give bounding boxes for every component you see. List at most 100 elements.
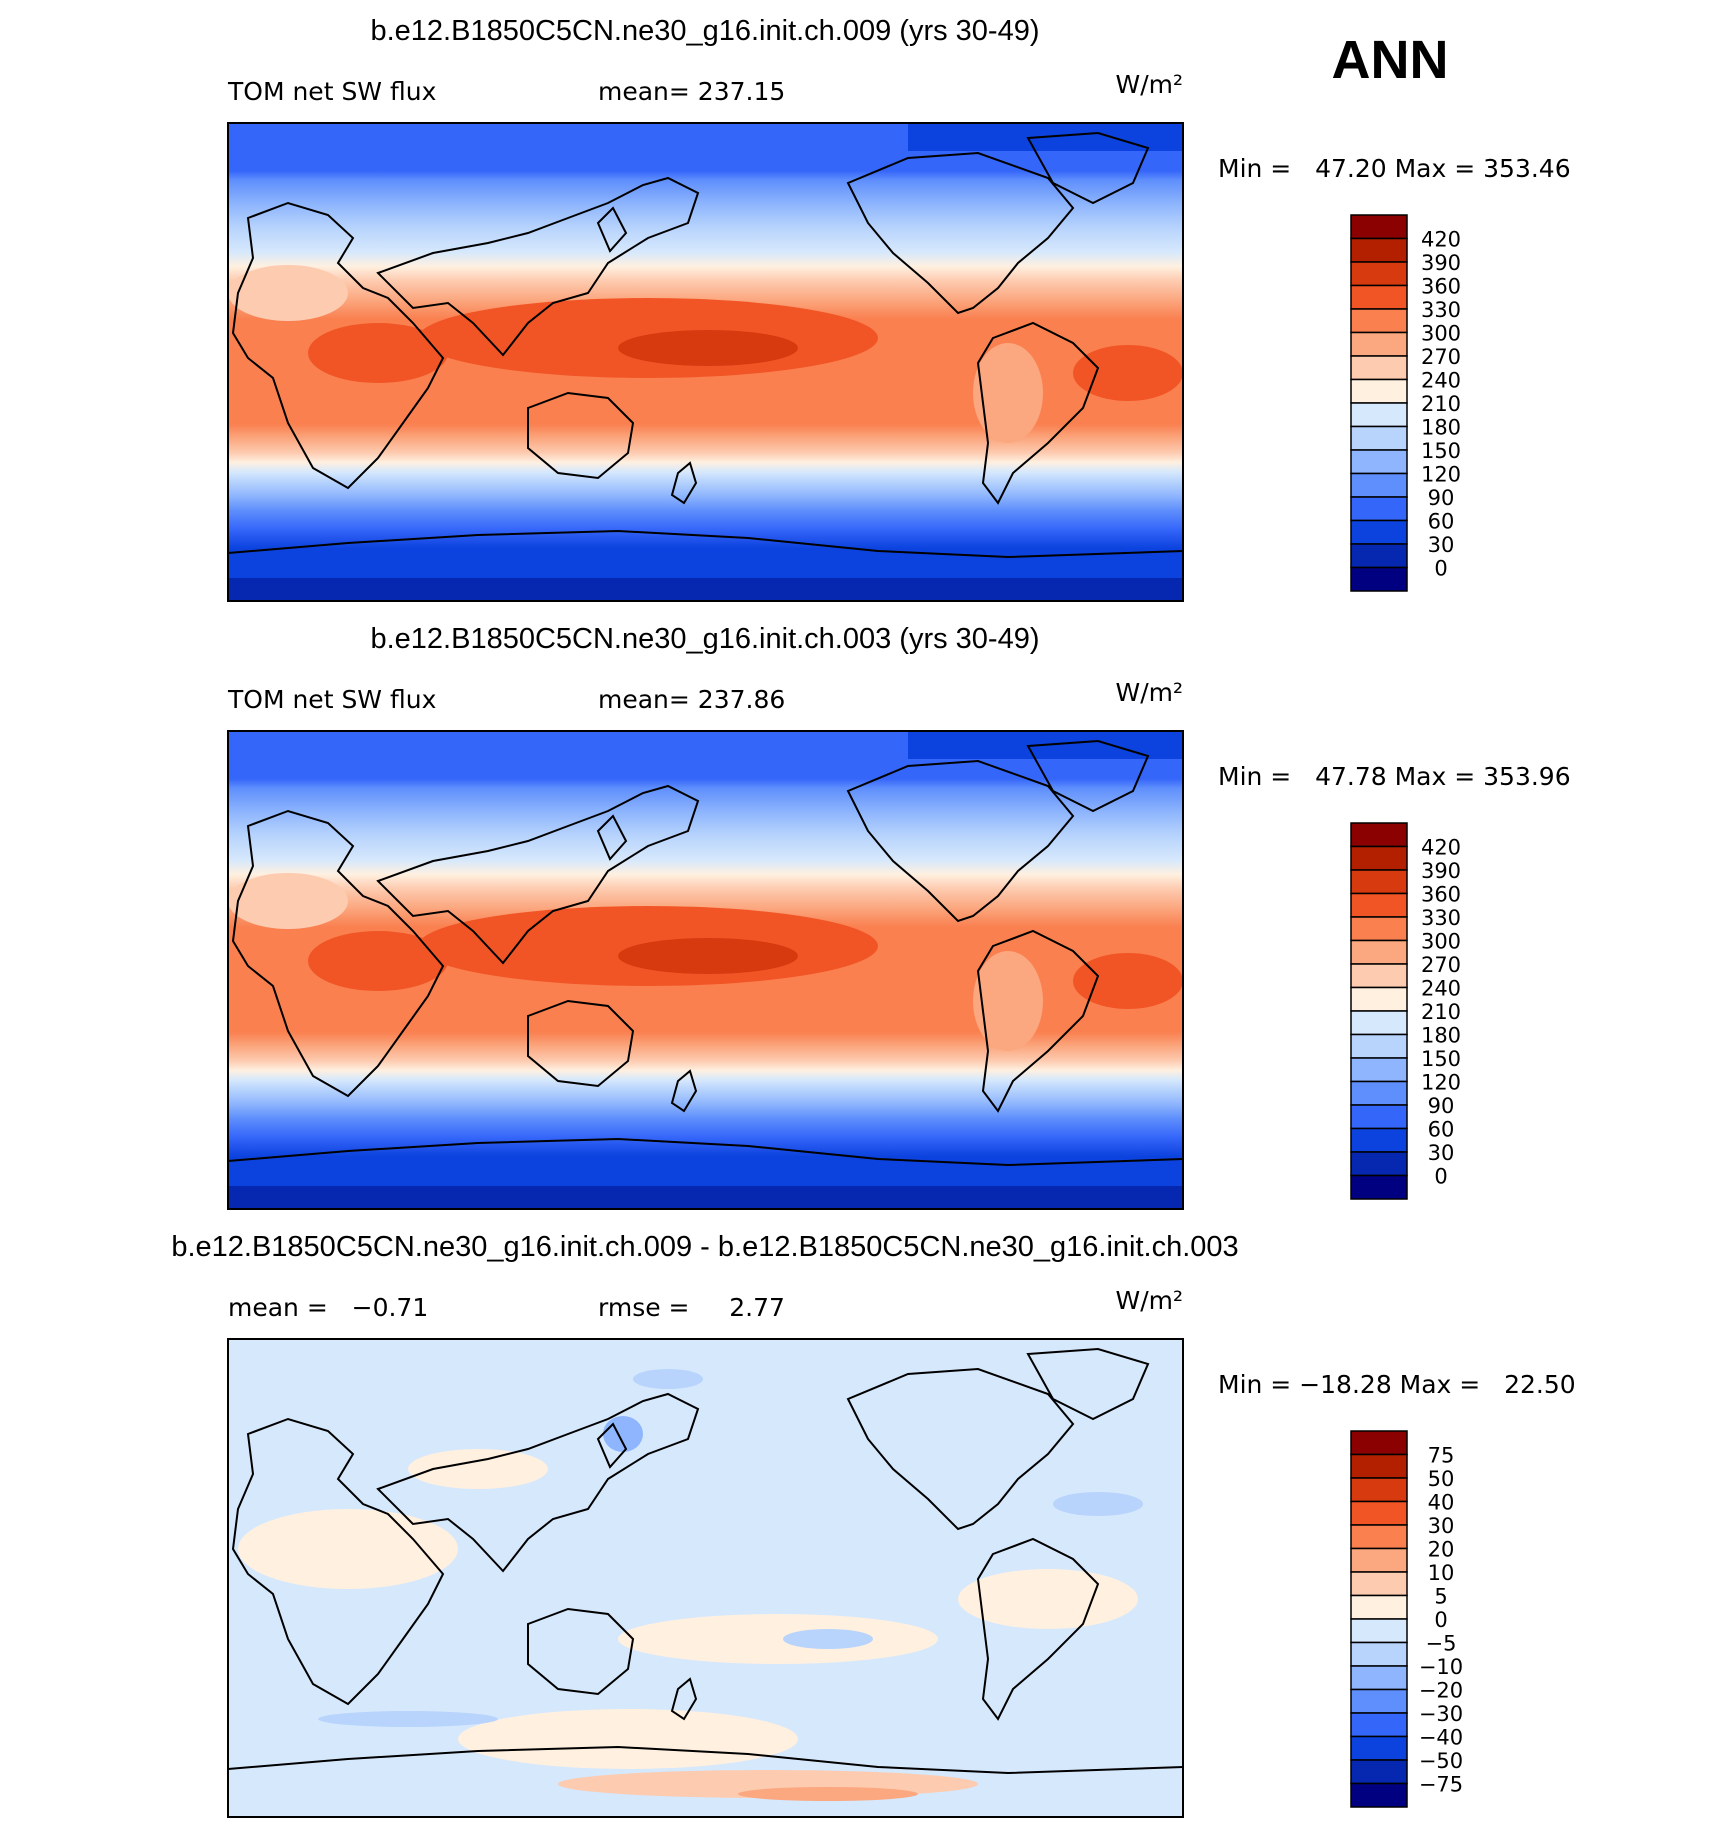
colorbar-2-tick-label: 120 bbox=[1421, 1071, 1461, 1095]
colorbar-1-tick-label: 300 bbox=[1421, 322, 1461, 346]
panel-2-map-frame bbox=[227, 730, 1184, 1210]
panel-3: b.e12.B1850C5CN.ne30_g16.init.ch.009 - b… bbox=[171, 1231, 1576, 1818]
colorbar-2-swatch bbox=[1350, 845, 1408, 871]
colorbar-1-swatch bbox=[1350, 308, 1408, 334]
colorbar-3-tick-label: −30 bbox=[1419, 1702, 1463, 1726]
colorbar-1-tick-label: 90 bbox=[1428, 486, 1455, 510]
panel-2-title: b.e12.B1850C5CN.ne30_g16.init.ch.003 (yr… bbox=[370, 623, 1039, 655]
panel-2-mean-label: mean= 237.86 bbox=[598, 685, 785, 714]
panel-1-units-label: W/m² bbox=[1115, 70, 1183, 99]
colorbar-3-tick-label: −50 bbox=[1419, 1749, 1463, 1773]
panel-3-mean-label: mean = −0.71 bbox=[228, 1293, 428, 1322]
colorbar-1-tick-label: 330 bbox=[1421, 298, 1461, 322]
colorbar-2-tick-label: 300 bbox=[1421, 930, 1461, 954]
colorbar-3-swatch bbox=[1350, 1735, 1408, 1761]
colorbar-1-tick-label: 180 bbox=[1421, 416, 1461, 440]
colorbar-2-tick-label: 180 bbox=[1421, 1024, 1461, 1048]
colorbar-3-tick-label: −75 bbox=[1419, 1773, 1463, 1797]
panel-1-map bbox=[228, 123, 1183, 601]
colorbar-2-swatch bbox=[1350, 1010, 1408, 1036]
colorbar-1-tick-label: 390 bbox=[1421, 251, 1461, 275]
colorbar-2-swatch bbox=[1350, 963, 1408, 989]
colorbar-2-swatch bbox=[1350, 869, 1408, 895]
colorbar-2-tick-label: 150 bbox=[1421, 1047, 1461, 1071]
panel-3-map bbox=[228, 1339, 1183, 1817]
colorbar-2-swatch bbox=[1350, 892, 1408, 918]
colorbar-1-swatch bbox=[1350, 543, 1408, 569]
colorbar-3-swatch bbox=[1350, 1500, 1408, 1526]
panel-3-title: b.e12.B1850C5CN.ne30_g16.init.ch.009 - b… bbox=[171, 1231, 1238, 1263]
panel-1: b.e12.B1850C5CN.ne30_g16.init.ch.009 (yr… bbox=[227, 15, 1571, 602]
colorbar-3-swatch bbox=[1350, 1782, 1408, 1808]
colorbar-3-tick-label: 0 bbox=[1434, 1608, 1447, 1632]
colorbar-3-tick-label: −40 bbox=[1419, 1726, 1463, 1750]
colorbar-2-tick-label: 30 bbox=[1428, 1141, 1455, 1165]
colorbar-1-tick-label: 30 bbox=[1428, 533, 1455, 557]
colorbar-1-swatch bbox=[1350, 449, 1408, 475]
panel-1-map-frame bbox=[227, 122, 1184, 602]
panel-2-range-label: Min = 47.78 Max = 353.96 bbox=[1218, 762, 1571, 791]
colorbar-1-tick-label: 360 bbox=[1421, 275, 1461, 299]
colorbar-1-swatch bbox=[1350, 519, 1408, 545]
colorbar-2-tick-label: 360 bbox=[1421, 883, 1461, 907]
panel-1-mean-label: mean= 237.15 bbox=[598, 77, 785, 106]
colorbar-2-swatch bbox=[1350, 1104, 1408, 1130]
colorbar-1-swatch bbox=[1350, 566, 1408, 592]
panel-2-variable-label: TOM net SW flux bbox=[227, 685, 436, 714]
colorbar-2-tick-label: 210 bbox=[1421, 1000, 1461, 1024]
colorbar-1-swatch bbox=[1350, 284, 1408, 310]
colorbar-3-swatch bbox=[1350, 1641, 1408, 1667]
colorbar-3-tick-label: −20 bbox=[1419, 1679, 1463, 1703]
colorbar-1-tick-label: 0 bbox=[1434, 557, 1447, 581]
colorbar-2-tick-label: 270 bbox=[1421, 953, 1461, 977]
colorbar-3-tick-label: 30 bbox=[1428, 1514, 1455, 1538]
colorbar-2-tick-label: 420 bbox=[1421, 836, 1461, 860]
colorbar-3-swatch bbox=[1350, 1547, 1408, 1573]
colorbar-2-tick-label: 390 bbox=[1421, 859, 1461, 883]
colorbar-2-swatch bbox=[1350, 1127, 1408, 1153]
colorbar-3-swatch bbox=[1350, 1453, 1408, 1479]
colorbar-1-swatch bbox=[1350, 378, 1408, 404]
colorbar-3-tick-label: 5 bbox=[1434, 1585, 1447, 1609]
colorbar-3-swatch bbox=[1350, 1430, 1408, 1456]
colorbar-2-tick-label: 60 bbox=[1428, 1118, 1455, 1142]
panel-2-map bbox=[228, 731, 1183, 1209]
colorbar-3-swatch bbox=[1350, 1594, 1408, 1620]
colorbar-3-swatch bbox=[1350, 1665, 1408, 1691]
page-title: ANN bbox=[1332, 30, 1449, 90]
colorbar-3-tick-label: 50 bbox=[1428, 1467, 1455, 1491]
colorbar-2-swatch bbox=[1350, 939, 1408, 965]
colorbar-1-swatch bbox=[1350, 261, 1408, 287]
colorbar-2-swatch bbox=[1350, 1174, 1408, 1200]
colorbar-3-tick-label: −10 bbox=[1419, 1655, 1463, 1679]
panel-3-map-frame bbox=[227, 1338, 1184, 1818]
colorbar-3-swatch bbox=[1350, 1618, 1408, 1644]
colorbar-3-swatch bbox=[1350, 1524, 1408, 1550]
panel-3-rmse-label: rmse = 2.77 bbox=[598, 1293, 785, 1322]
colorbar-1-swatch bbox=[1350, 355, 1408, 381]
colorbar-3-tick-label: 20 bbox=[1428, 1538, 1455, 1562]
colorbar-1-swatch bbox=[1350, 402, 1408, 428]
panel-1-variable-label: TOM net SW flux bbox=[227, 77, 436, 106]
panel-2-units-label: W/m² bbox=[1115, 678, 1183, 707]
colorbar-1-swatch bbox=[1350, 496, 1408, 522]
colorbar-2-tick-label: 240 bbox=[1421, 977, 1461, 1001]
colorbar-1-tick-label: 60 bbox=[1428, 510, 1455, 534]
colorbar-2-tick-label: 90 bbox=[1428, 1094, 1455, 1118]
colorbar-2-swatch bbox=[1350, 1080, 1408, 1106]
colorbar-1-tick-label: 210 bbox=[1421, 392, 1461, 416]
colorbar-2-swatch bbox=[1350, 1057, 1408, 1083]
panel-1-title: b.e12.B1850C5CN.ne30_g16.init.ch.009 (yr… bbox=[370, 15, 1039, 47]
colorbar-2-swatch bbox=[1350, 1033, 1408, 1059]
colorbar-1-swatch bbox=[1350, 214, 1408, 240]
panel-3-range-label: Min = −18.28 Max = 22.50 bbox=[1218, 1370, 1576, 1399]
colorbar-2-swatch bbox=[1350, 986, 1408, 1012]
colorbar-3-swatch bbox=[1350, 1688, 1408, 1714]
colorbar-3-swatch bbox=[1350, 1571, 1408, 1597]
colorbar-3-tick-label: −5 bbox=[1426, 1632, 1457, 1656]
colorbar-2-swatch bbox=[1350, 916, 1408, 942]
colorbar-1-tick-label: 420 bbox=[1421, 228, 1461, 252]
colorbar-3-tick-label: 10 bbox=[1428, 1561, 1455, 1585]
